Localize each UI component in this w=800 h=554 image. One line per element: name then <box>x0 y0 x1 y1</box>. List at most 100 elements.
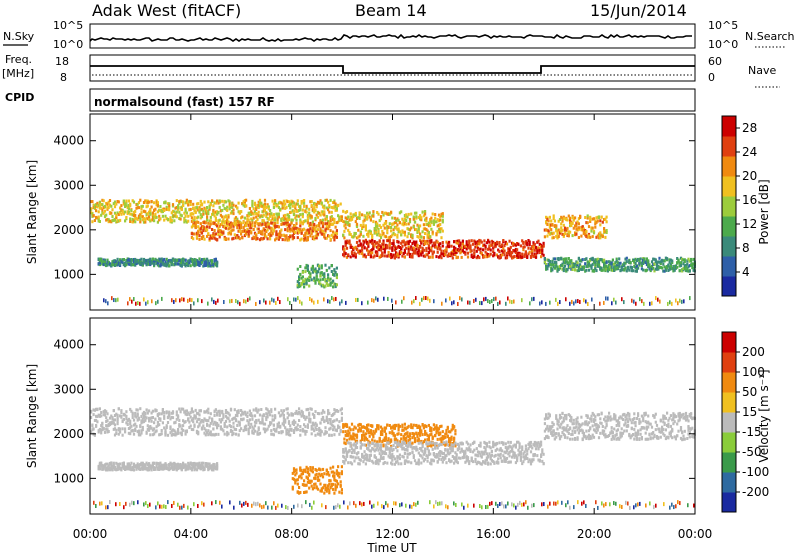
data-cell <box>608 268 611 272</box>
data-cell <box>390 210 393 214</box>
data-cell <box>430 239 433 243</box>
data-cell <box>308 419 311 423</box>
data-cell <box>543 228 546 232</box>
data-cell <box>673 268 676 272</box>
data-cell <box>141 218 144 222</box>
data-cell <box>354 211 357 215</box>
data-cell <box>456 255 459 259</box>
data-cell <box>153 421 156 425</box>
data-cell <box>218 218 221 222</box>
data-cell <box>169 260 172 264</box>
data-cell <box>237 433 240 437</box>
data-cell <box>250 226 253 230</box>
nave-label: Nave <box>748 64 776 77</box>
data-cell <box>193 264 196 268</box>
data-cell <box>274 218 277 222</box>
data-cell <box>411 441 414 445</box>
data-cell <box>153 432 156 436</box>
data-cell <box>145 301 147 306</box>
data-cell <box>579 267 582 271</box>
data-cell <box>455 241 458 245</box>
data-cell <box>368 431 371 434</box>
data-cell <box>213 214 216 218</box>
data-cell <box>492 240 495 244</box>
data-cell <box>116 263 119 267</box>
data-cell <box>318 211 321 215</box>
data-cell <box>621 263 625 267</box>
data-cell <box>437 431 441 435</box>
data-cell <box>300 231 303 235</box>
data-cell <box>170 433 173 437</box>
data-cell <box>337 214 340 218</box>
data-cell <box>246 411 249 415</box>
data-cell <box>529 301 531 306</box>
data-cell <box>226 209 229 212</box>
data-cell <box>594 225 597 229</box>
data-cell <box>368 440 371 444</box>
data-cell <box>571 234 574 238</box>
data-cell <box>305 266 308 270</box>
data-cell <box>282 218 285 222</box>
data-cell <box>319 432 322 435</box>
data-cell <box>441 229 444 233</box>
data-cell <box>311 264 314 268</box>
data-cell <box>647 263 650 267</box>
data-cell <box>160 429 163 432</box>
data-cell <box>323 420 326 424</box>
data-cell <box>155 429 158 433</box>
data-cell <box>449 437 452 441</box>
data-cell <box>440 252 443 256</box>
data-cell <box>310 267 313 271</box>
data-cell <box>229 203 233 207</box>
data-cell <box>441 435 444 438</box>
data-cell <box>245 224 248 228</box>
data-cell <box>376 459 379 462</box>
data-cell <box>468 245 471 249</box>
data-cell <box>106 260 109 264</box>
data-cell <box>219 209 222 213</box>
data-cell <box>579 259 582 263</box>
data-cell <box>376 254 379 257</box>
data-cell <box>136 206 139 210</box>
data-cell <box>161 421 164 425</box>
data-cell <box>137 206 141 210</box>
data-cell <box>574 233 577 237</box>
data-cell <box>517 253 520 257</box>
data-cell <box>342 220 345 223</box>
data-cell <box>165 207 168 211</box>
data-cell <box>419 215 422 219</box>
data-cell <box>221 230 224 234</box>
data-cell <box>285 234 288 238</box>
data-cell <box>586 216 589 220</box>
data-cell <box>426 438 429 442</box>
data-cell <box>417 424 420 428</box>
data-cell <box>576 220 579 224</box>
data-cell <box>158 259 161 263</box>
data-cell <box>592 260 596 264</box>
data-cell <box>126 261 129 265</box>
data-cell <box>374 220 378 224</box>
data-cell <box>203 264 206 268</box>
data-cell <box>512 255 515 259</box>
data-cell <box>393 256 396 260</box>
data-cell <box>493 253 496 256</box>
data-cell <box>101 428 104 432</box>
data-cell <box>102 199 105 203</box>
data-cell <box>161 207 164 211</box>
data-cell <box>187 203 190 207</box>
data-cell <box>623 264 626 268</box>
data-cell <box>155 203 158 207</box>
data-cell <box>415 211 418 215</box>
data-cell <box>401 425 404 429</box>
data-cell <box>457 301 459 306</box>
data-cell <box>451 256 454 260</box>
data-cell <box>350 462 354 466</box>
data-cell <box>171 428 175 432</box>
data-cell <box>145 201 148 205</box>
data-cell <box>350 422 354 426</box>
data-cell <box>528 250 531 254</box>
data-cell <box>407 242 410 246</box>
data-cell <box>120 259 123 263</box>
data-cell <box>169 431 172 435</box>
data-cell <box>553 261 556 264</box>
